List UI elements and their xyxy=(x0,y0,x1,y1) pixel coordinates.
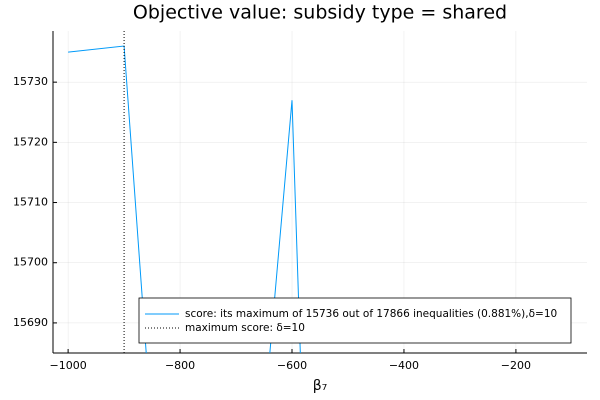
y-tick-label: 15720 xyxy=(13,135,48,148)
legend-label: score: its maximum of 15736 out of 17866… xyxy=(185,308,557,320)
x-tick-label: −1000 xyxy=(50,359,87,372)
chart-title: Objective value: subsidy type = shared xyxy=(133,2,507,24)
legend-label: maximum score: δ=10 xyxy=(185,322,305,334)
y-tick-label: 15730 xyxy=(13,75,48,88)
x-tick-label: −800 xyxy=(165,359,195,372)
plot-area xyxy=(68,31,301,353)
y-tick-label: 15710 xyxy=(13,196,48,209)
x-tick-label: −600 xyxy=(277,359,307,372)
y-tick-label: 15700 xyxy=(13,256,48,269)
legend-box xyxy=(138,297,572,344)
data-line xyxy=(68,45,301,353)
x-tick-label: −200 xyxy=(501,359,531,372)
x-tick-label: −400 xyxy=(389,359,419,372)
y-tick-label: 15690 xyxy=(13,316,48,329)
x-axis-label: β₇ xyxy=(313,378,328,394)
